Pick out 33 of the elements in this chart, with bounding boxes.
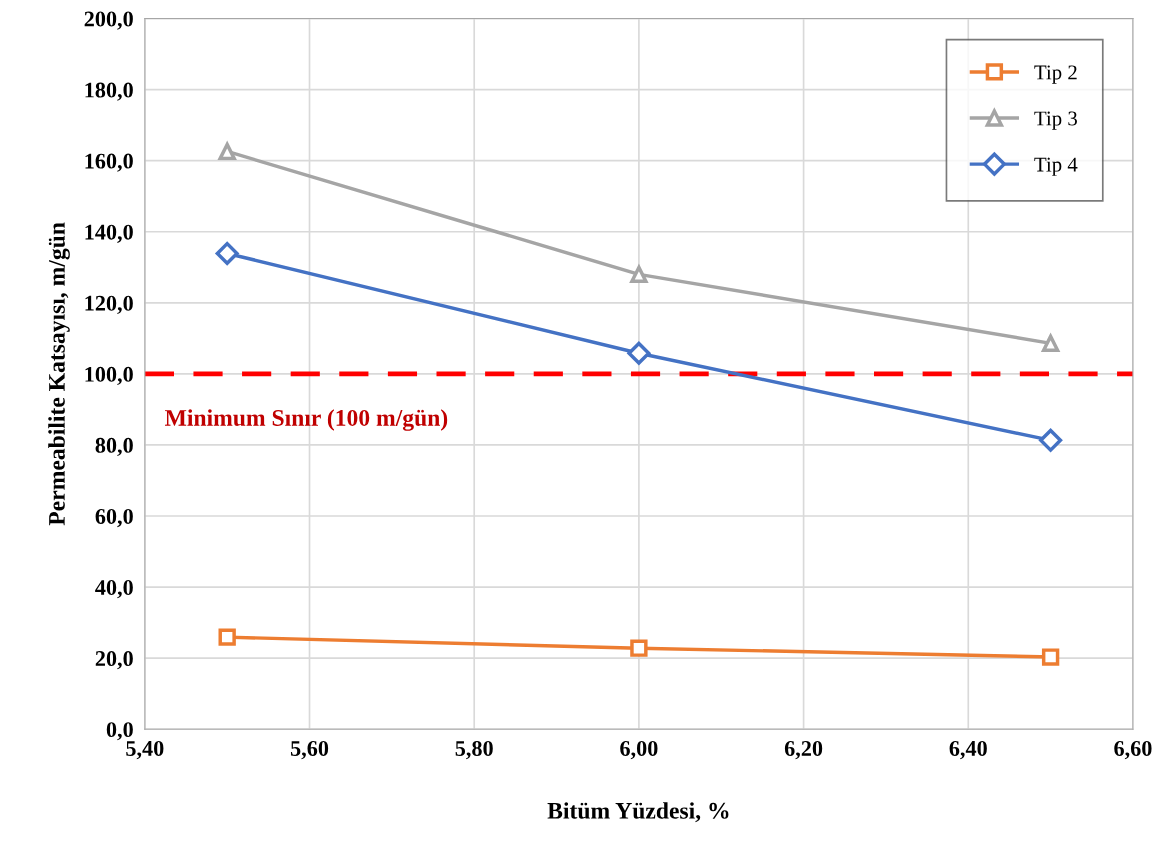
point [1041, 648, 1060, 666]
y-tick-label: 160,0 [85, 153, 133, 172]
y-tick-label: 140,0 [85, 224, 133, 243]
x-tick-label: 5,40 [126, 740, 164, 760]
x-axis-title: Bitüm Yüzdesi, % [547, 802, 729, 823]
point [630, 639, 648, 657]
legend-label: Tip 3 [1034, 111, 1077, 130]
point [629, 263, 649, 284]
point [1041, 332, 1061, 352]
x-tick-label: 6,60 [1114, 740, 1152, 760]
x-tick-label: 5,80 [455, 740, 493, 760]
point [218, 628, 236, 646]
point [627, 341, 651, 365]
y-tick-label: 60,0 [95, 508, 133, 528]
y-tick-label: 20,0 [95, 651, 133, 670]
y-tick-label: 120,0 [85, 295, 133, 314]
point [1039, 428, 1063, 452]
y-tick-label: 40,0 [95, 580, 133, 599]
legend-label: Tip 2 [1034, 65, 1077, 84]
x-tick-label: 6,00 [620, 740, 658, 760]
x-tick-label: 6,40 [949, 740, 987, 760]
y-tick-label: 180,0 [85, 82, 133, 101]
x-tick-label: 6,20 [784, 740, 823, 760]
y-tick-label: 80,0 [95, 437, 133, 457]
point [215, 241, 239, 265]
legend-label: Tip 4 [1034, 157, 1078, 176]
point [217, 140, 237, 161]
y-tick-label: 200,0 [84, 11, 133, 30]
y-tick-label: 100,0 [85, 366, 133, 386]
y-axis-title: Permeabilite Katsayısı, m/gün [48, 222, 70, 526]
x-tick-label: 5,60 [290, 740, 329, 760]
y-tick-label: 0,0 [106, 722, 133, 741]
ref-line-label: Minimum Sınır (100 m/gün) [165, 409, 448, 431]
